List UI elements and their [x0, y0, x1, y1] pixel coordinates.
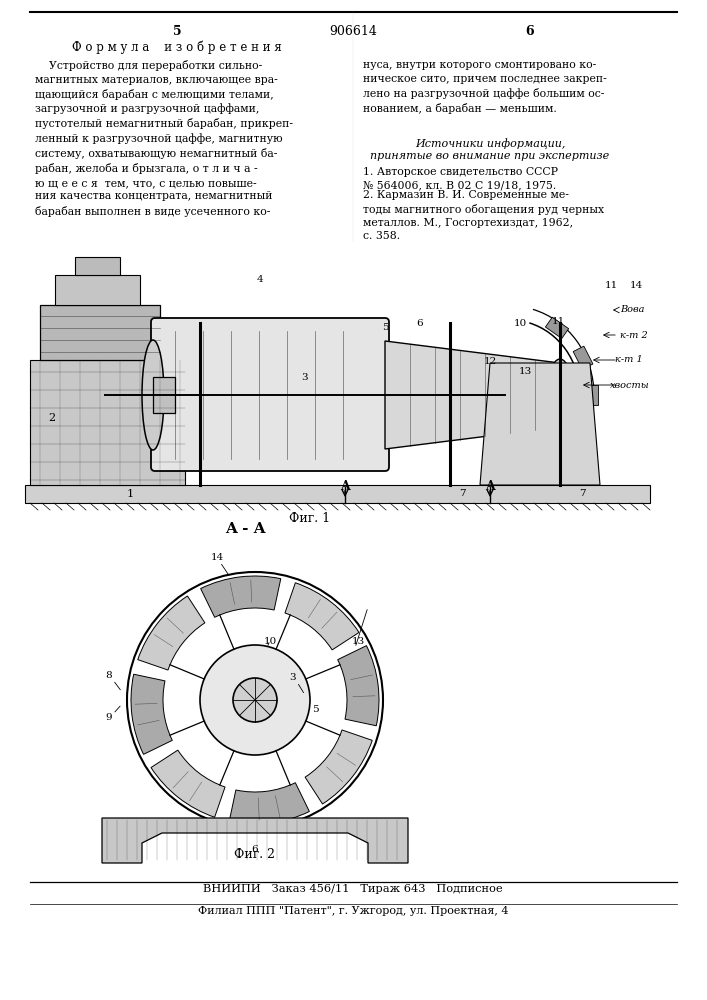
Bar: [153, 377, 175, 413]
Text: Устройство для переработки сильно-
магнитных материалов, включающее вра-
щающийс: Устройство для переработки сильно- магни…: [35, 60, 293, 217]
Bar: [75, 257, 120, 275]
Text: Филиал ППП "Патент", г. Ужгород, ул. Проектная, 4: Филиал ППП "Патент", г. Ужгород, ул. Про…: [198, 906, 508, 916]
Polygon shape: [573, 346, 593, 369]
Text: A: A: [340, 480, 350, 493]
Polygon shape: [545, 452, 568, 473]
Wedge shape: [305, 730, 373, 804]
Ellipse shape: [142, 340, 164, 450]
Text: ВНИИПИ   Заказ 456/11   Тираж 643   Подписное: ВНИИПИ Заказ 456/11 Тираж 643 Подписное: [203, 884, 503, 894]
Polygon shape: [40, 305, 160, 360]
FancyBboxPatch shape: [151, 318, 389, 471]
Ellipse shape: [547, 359, 573, 431]
Text: 11: 11: [551, 318, 565, 326]
Text: к-т 2: к-т 2: [620, 330, 648, 340]
Wedge shape: [131, 674, 173, 754]
Text: 5: 5: [173, 25, 181, 38]
Polygon shape: [102, 818, 408, 863]
Text: Источники информации,: Источники информации,: [415, 138, 565, 149]
Text: Вова: Вова: [620, 306, 645, 314]
Text: 1: 1: [127, 489, 134, 499]
Text: 8: 8: [105, 670, 112, 680]
Text: 1. Авторское свидетельство СССР
№ 564006, кл. В 02 С 19/18, 1975.: 1. Авторское свидетельство СССР № 564006…: [363, 167, 558, 190]
Text: 3: 3: [302, 373, 308, 382]
Text: 13: 13: [518, 367, 532, 376]
Text: 6: 6: [416, 320, 423, 328]
Text: 13: 13: [351, 638, 365, 647]
Polygon shape: [545, 317, 568, 338]
Text: 2. Кармазин В. И. Современные ме-
тоды магнитного обогащения руд черных
металлов: 2. Кармазин В. И. Современные ме- тоды м…: [363, 190, 604, 241]
Wedge shape: [151, 750, 225, 817]
Bar: [55, 275, 140, 305]
Polygon shape: [573, 421, 593, 444]
Wedge shape: [201, 576, 281, 617]
Text: 7: 7: [459, 489, 465, 498]
Text: 2: 2: [49, 413, 56, 423]
Text: 14: 14: [211, 554, 223, 562]
Text: A - A: A - A: [225, 522, 265, 536]
Wedge shape: [338, 646, 379, 726]
Polygon shape: [30, 360, 185, 485]
Wedge shape: [138, 596, 205, 670]
Polygon shape: [586, 385, 598, 405]
Text: 11: 11: [605, 280, 618, 290]
Text: 906614: 906614: [329, 25, 377, 38]
Wedge shape: [229, 783, 310, 824]
Polygon shape: [385, 341, 560, 449]
Circle shape: [200, 645, 310, 755]
Text: хвосты: хвосты: [610, 380, 650, 389]
Text: 12: 12: [484, 358, 496, 366]
Text: Ф о р м у л а    и з о б р е т е н и я: Ф о р м у л а и з о б р е т е н и я: [72, 40, 282, 53]
Text: 3: 3: [290, 674, 296, 682]
Text: 10: 10: [513, 320, 527, 328]
Text: 4: 4: [257, 275, 263, 284]
Text: A: A: [485, 480, 495, 493]
Text: 14: 14: [630, 280, 643, 290]
Text: Фиг. 2: Фиг. 2: [235, 848, 276, 861]
Text: 5: 5: [382, 324, 388, 332]
Text: 9: 9: [105, 714, 112, 722]
Text: 5: 5: [312, 706, 318, 714]
Text: принятые во внимание при экспертизе: принятые во внимание при экспертизе: [370, 151, 609, 161]
Text: 7: 7: [579, 489, 585, 498]
Text: 6: 6: [252, 846, 258, 854]
Text: Фиг. 1: Фиг. 1: [289, 512, 331, 525]
Wedge shape: [285, 583, 359, 650]
Text: к-т 1: к-т 1: [615, 356, 643, 364]
Text: 10: 10: [264, 638, 276, 647]
Text: 6: 6: [526, 25, 534, 38]
Circle shape: [233, 678, 277, 722]
Polygon shape: [25, 485, 650, 503]
Polygon shape: [480, 363, 600, 485]
Text: нуса, внутри которого смонтировано ко-
ническое сито, причем последнее закреп-
л: нуса, внутри которого смонтировано ко- н…: [363, 60, 607, 114]
